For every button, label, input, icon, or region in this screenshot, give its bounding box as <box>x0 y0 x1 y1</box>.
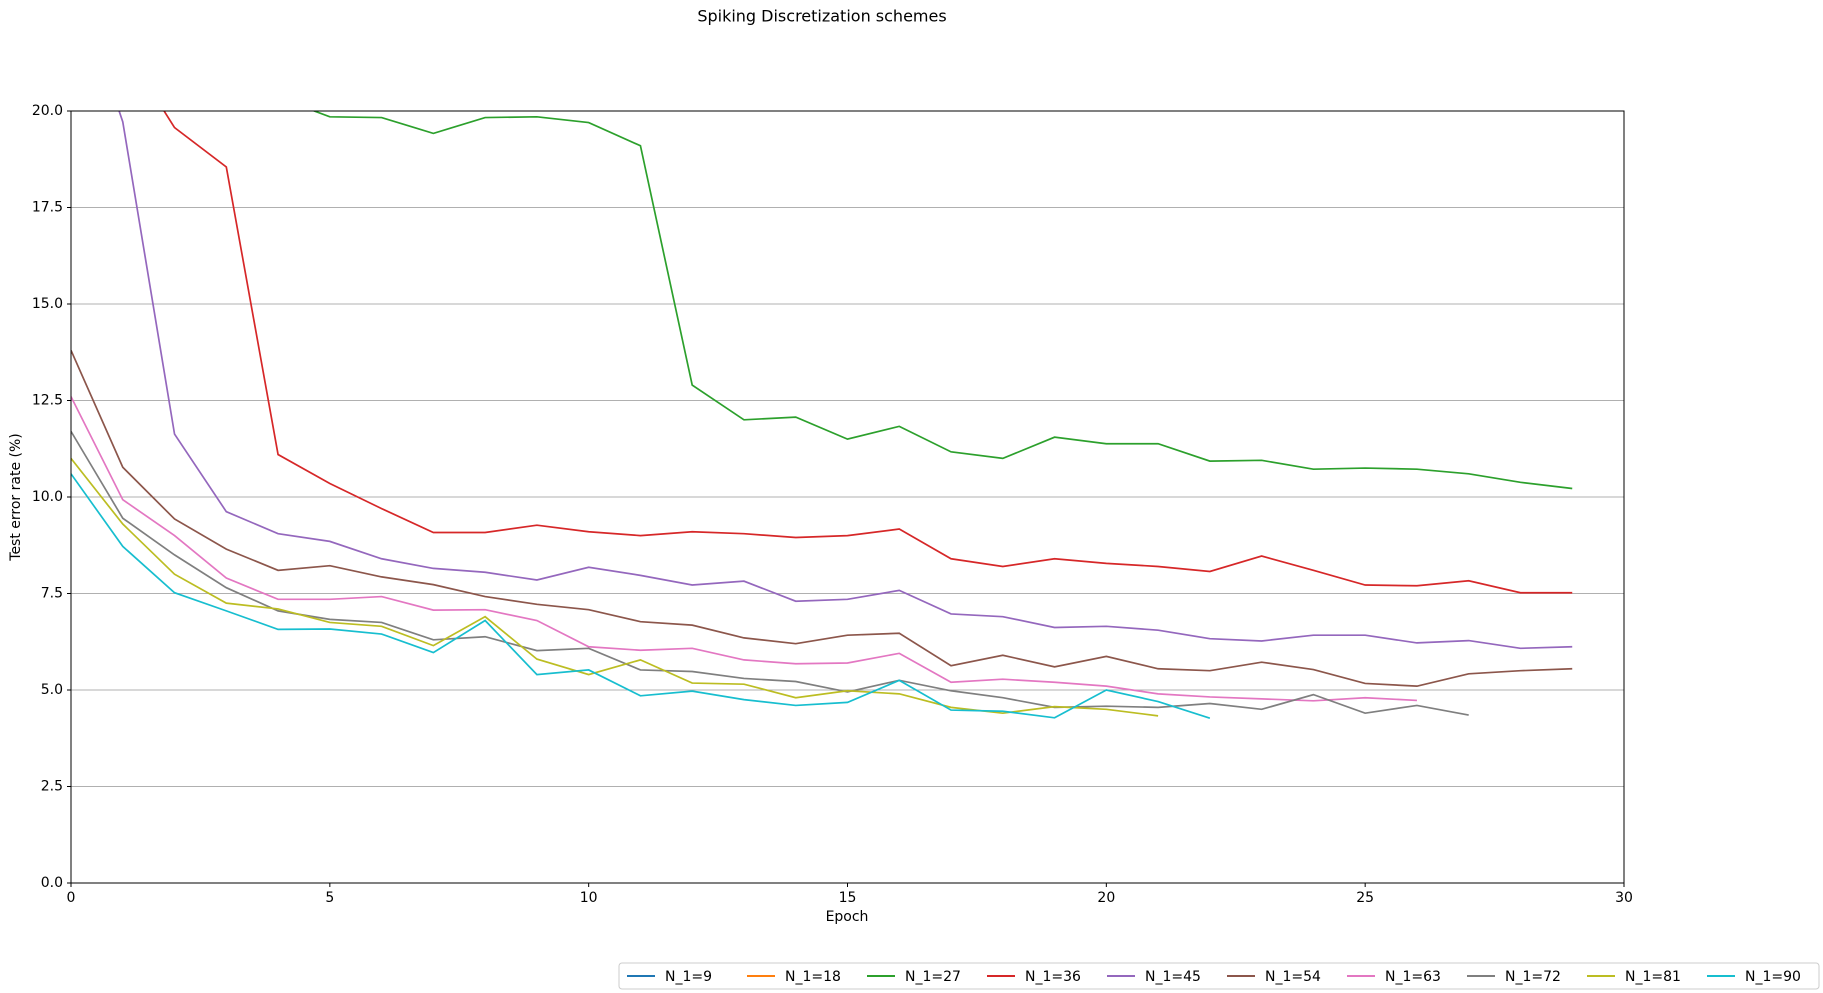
y-tick-label: 12.5 <box>32 393 63 409</box>
legend-label: N_1=54 <box>1265 969 1321 985</box>
series-line <box>311 111 1573 490</box>
series-line <box>71 349 1573 687</box>
y-axis-label: Test error rate (%) <box>8 433 24 561</box>
x-tick-label: 25 <box>1356 890 1374 906</box>
x-tick-label: 10 <box>580 890 598 906</box>
legend-label: N_1=27 <box>905 969 961 985</box>
series-line <box>163 111 1573 594</box>
x-axis-label: Epoch <box>826 909 869 925</box>
legend-label: N_1=72 <box>1505 969 1561 985</box>
series-line <box>71 473 1211 719</box>
y-tick-label: 7.5 <box>41 586 63 602</box>
y-tick-label: 2.5 <box>41 779 63 795</box>
grid <box>71 110 1624 884</box>
legend-box <box>618 962 1820 990</box>
y-tick-label: 17.5 <box>32 200 63 216</box>
series-line <box>71 396 1417 702</box>
legend-label: N_1=90 <box>1745 969 1801 985</box>
chart-title: Spiking Discretization schemes <box>697 7 946 26</box>
x-tick-label: 20 <box>1097 890 1115 906</box>
x-tick-label: 5 <box>325 890 334 906</box>
series-line <box>71 430 1469 716</box>
x-tick-label: 0 <box>67 890 76 906</box>
legend-label: N_1=45 <box>1145 969 1201 985</box>
x-tick-label: 30 <box>1615 890 1633 906</box>
y-tick-label: 0.0 <box>41 875 63 891</box>
x-tick-label: 15 <box>839 890 857 906</box>
legend: N_1=9 N_1=18 N_1=27 N_1=36 N_1=45 N_1=54 N_1=6… <box>618 962 1820 990</box>
legend-label: N_1=18 <box>785 969 841 985</box>
ticks: 0.0 2.5 5.0 7.5 10.0 12.5 15.0 17.5 20.0 0 5 10 15 20… <box>32 103 1633 906</box>
legend-label: N_1=81 <box>1625 969 1681 985</box>
legend-label: N_1=36 <box>1025 969 1081 985</box>
series-line <box>118 111 1573 650</box>
y-tick-label: 20.0 <box>32 103 63 119</box>
y-tick-label: 5.0 <box>41 682 63 698</box>
legend-label: N_1=63 <box>1385 969 1441 985</box>
plot-lines <box>71 111 1573 719</box>
legend-label: N_1=9 <box>665 969 712 985</box>
y-tick-label: 15.0 <box>32 296 63 312</box>
y-tick-label: 10.0 <box>32 489 63 505</box>
